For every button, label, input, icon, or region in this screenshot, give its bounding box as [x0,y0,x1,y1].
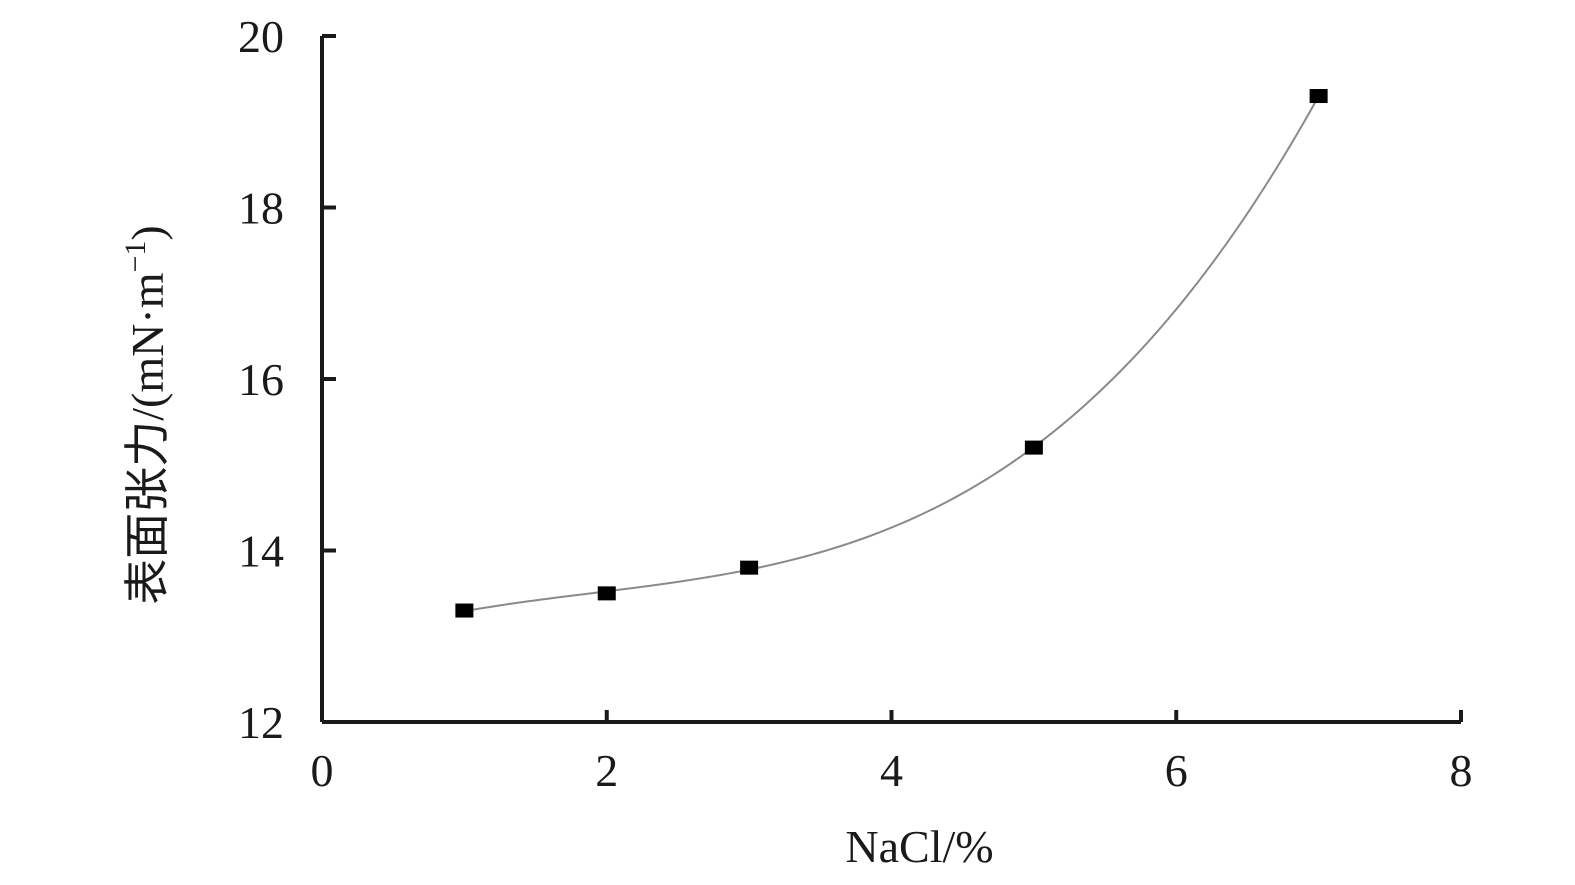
y-axis-title-superscript: −1 [119,241,152,273]
x-tick-label: 4 [880,745,903,796]
x-tick-label: 8 [1450,745,1473,796]
data-points [455,89,1328,618]
y-tick-label: 16 [238,354,284,405]
x-tick-label: 0 [311,745,334,796]
y-tick-label: 18 [238,183,284,234]
y-tick-label: 14 [238,526,284,577]
x-axis-ticks: 0 2 4 6 8 [311,710,1473,796]
data-point [597,586,616,601]
y-axis-ticks: 12 14 16 18 20 [238,11,336,748]
data-point [740,560,759,575]
x-tick-label: 2 [595,745,618,796]
data-point [455,603,474,618]
data-point [1309,89,1328,104]
plot-area: 0 2 4 6 8 12 14 16 18 20 [238,11,1473,796]
y-tick-label: 20 [238,11,284,62]
data-point [1024,440,1043,455]
x-tick-label: 6 [1165,745,1188,796]
x-axis-title: NaCl/% [845,821,993,872]
y-axis-title-main: 表面张力/(mN·m [122,272,173,604]
y-axis-title-close: ) [122,225,173,240]
fit-curve [464,95,1320,613]
y-axis-title: 表面张力/(mN·m−1) [119,225,173,604]
y-tick-label: 12 [238,697,284,748]
